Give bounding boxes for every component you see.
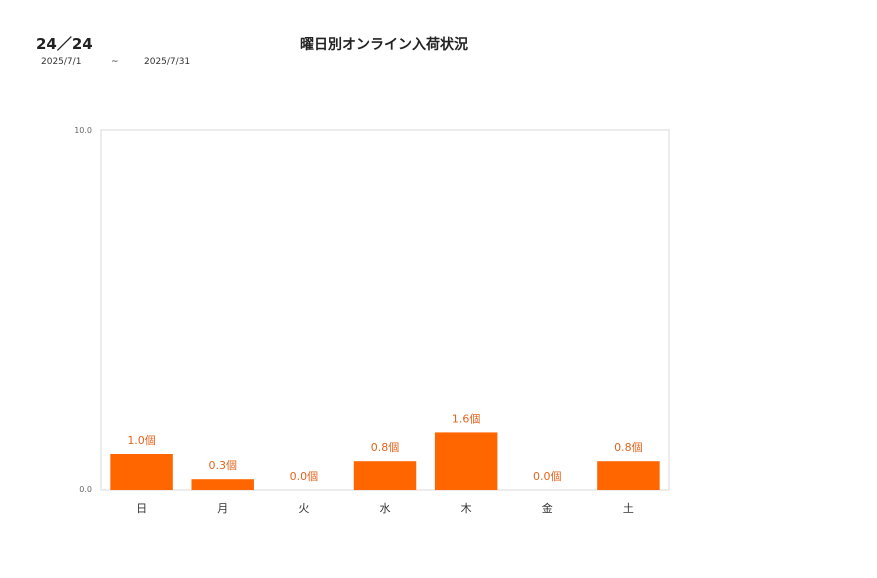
data-label-5: 0.0個 [533, 470, 562, 483]
x-tick-label-5: 金 [542, 501, 553, 515]
x-tick-label-6: 土 [623, 502, 634, 515]
x-tick-label-3: 水 [380, 502, 391, 515]
bar-6 [597, 461, 660, 490]
header-code: 24／24 [36, 35, 93, 53]
data-label-3: 0.8個 [371, 441, 400, 454]
bar-0 [110, 454, 173, 490]
date-separator: ~ [111, 57, 119, 67]
data-label-1: 0.3個 [208, 459, 237, 472]
bar-4 [434, 432, 498, 490]
data-label-0: 1.0個 [127, 434, 156, 447]
data-label-2: 0.0個 [290, 470, 319, 483]
plot-area-frame [100, 129, 670, 491]
bar-1 [191, 479, 254, 490]
x-tick-label-2: 火 [298, 502, 309, 515]
x-tick-label-0: 日 [136, 502, 147, 515]
data-label-4: 1.6個 [452, 412, 481, 425]
y-tick-label-max: 10.0 [74, 126, 92, 135]
date-from: 2025/7/1 [41, 57, 82, 67]
bar-3 [353, 461, 417, 490]
date-to: 2025/7/31 [144, 57, 191, 67]
x-tick-label-1: 月 [217, 502, 228, 515]
x-tick-label-4: 木 [461, 502, 472, 515]
data-label-6: 0.8個 [614, 441, 643, 454]
y-tick-label-min: 0.0 [79, 485, 92, 494]
chart-title: 曜日別オンライン入荷状況 [300, 37, 468, 53]
